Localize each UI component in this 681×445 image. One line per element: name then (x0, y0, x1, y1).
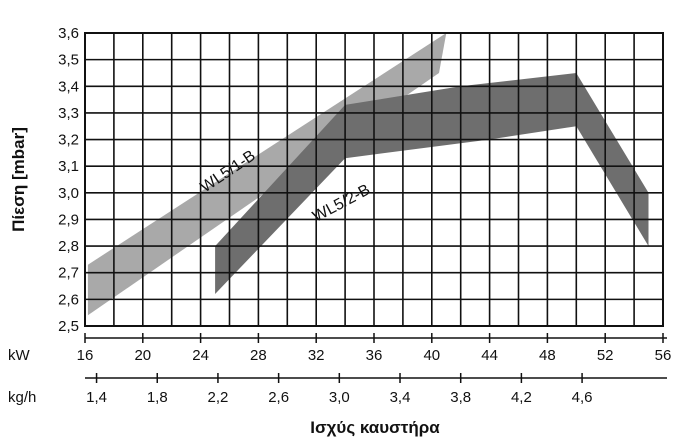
y-tick-label: 3,2 (58, 132, 79, 149)
y-axis-title: Πίεση [mbar] (9, 127, 28, 232)
kw-tick-label: 40 (423, 347, 440, 364)
y-tick-label: 2,5 (58, 318, 79, 335)
kw-tick-label: 20 (134, 347, 151, 364)
kw-tick-label: 36 (366, 347, 383, 364)
kw-tick-label: 56 (655, 347, 672, 364)
kgh-tick-label: 2,2 (208, 389, 229, 406)
band-2 (215, 73, 649, 294)
kgh-tick-label: 1,4 (86, 389, 107, 406)
kgh-tick-label: 3,8 (450, 389, 471, 406)
y-tick-label: 3,0 (58, 185, 79, 202)
y-tick-label: 3,5 (58, 52, 79, 69)
kw-tick-label: 28 (250, 347, 267, 364)
kgh-unit-label: kg/h (8, 389, 36, 406)
kw-tick-label: 52 (597, 347, 614, 364)
kw-tick-label: 16 (77, 347, 94, 364)
kgh-tick-label: 3,4 (390, 389, 411, 406)
y-tick-label: 2,8 (58, 238, 79, 255)
x-axis-title: Ισχύς καυστήρα (310, 418, 440, 437)
kgh-tick-label: 2,6 (268, 389, 289, 406)
band-layer (87, 33, 649, 316)
y-tick-label: 2,7 (58, 265, 79, 282)
grid-layer (85, 33, 663, 326)
kw-tick-label: 32 (308, 347, 325, 364)
plot-frame (84, 32, 664, 327)
kgh-tick-label: 4,6 (572, 389, 593, 406)
y-tick-label: 3,1 (58, 158, 79, 175)
kw-tick-label: 44 (481, 347, 498, 364)
y-tick-label: 2,9 (58, 211, 79, 228)
kw-unit-label: kW (8, 347, 31, 364)
kgh-tick-label: 4,2 (511, 389, 532, 406)
kgh-tick-label: 3,0 (329, 389, 350, 406)
kw-tick-label: 24 (192, 347, 209, 364)
y-tick-label: 2,6 (58, 291, 79, 308)
y-tick-label: 3,3 (58, 105, 79, 122)
y-tick-label: 3,4 (58, 78, 79, 95)
kw-tick-label: 48 (539, 347, 556, 364)
kgh-tick-label: 1,8 (147, 389, 168, 406)
y-tick-label: 3,6 (58, 25, 79, 42)
